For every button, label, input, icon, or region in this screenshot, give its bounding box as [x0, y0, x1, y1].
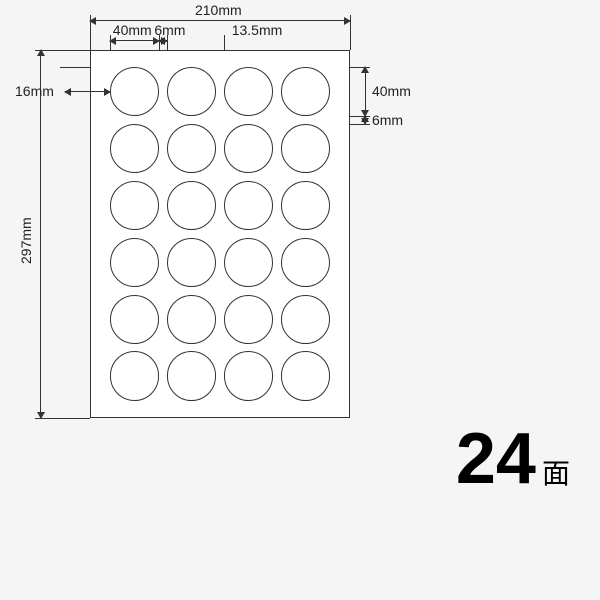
- label-circle: [224, 238, 274, 288]
- count-unit: 面: [542, 452, 570, 492]
- dim-sheet-height: 297mm: [18, 217, 34, 264]
- dim-diameter-v: 40mm: [372, 83, 411, 99]
- label-circle: [167, 181, 217, 231]
- count-label: 24 面: [456, 418, 570, 500]
- label-circle: [167, 295, 217, 345]
- dim-margin-left: 16mm: [15, 83, 54, 99]
- label-circle: [224, 351, 274, 401]
- dim-margin-top: 13.5mm: [232, 22, 283, 38]
- count-number: 24: [456, 418, 536, 500]
- label-circle: [167, 238, 217, 288]
- diagram-container: 210mm40mm6mm13.5mm297mm16mm40mm6mm: [90, 50, 350, 420]
- label-circle: [167, 124, 217, 174]
- label-circle: [110, 238, 160, 288]
- label-circle: [281, 67, 331, 117]
- label-circle: [110, 351, 160, 401]
- label-circle: [281, 351, 331, 401]
- dim-sheet-width: 210mm: [195, 2, 242, 18]
- label-circle: [167, 351, 217, 401]
- label-circle: [224, 67, 274, 117]
- label-circle: [281, 124, 331, 174]
- dim-diameter-h: 40mm: [113, 22, 152, 38]
- label-circle: [224, 124, 274, 174]
- label-circle: [224, 181, 274, 231]
- label-circle: [110, 124, 160, 174]
- label-circle: [110, 181, 160, 231]
- label-circle: [281, 238, 331, 288]
- label-circle: [281, 181, 331, 231]
- label-circle: [110, 295, 160, 345]
- label-circle: [167, 67, 217, 117]
- label-circle: [224, 295, 274, 345]
- dim-gap-h: 6mm: [154, 22, 185, 38]
- dim-gap-v: 6mm: [372, 112, 403, 128]
- label-circle: [281, 295, 331, 345]
